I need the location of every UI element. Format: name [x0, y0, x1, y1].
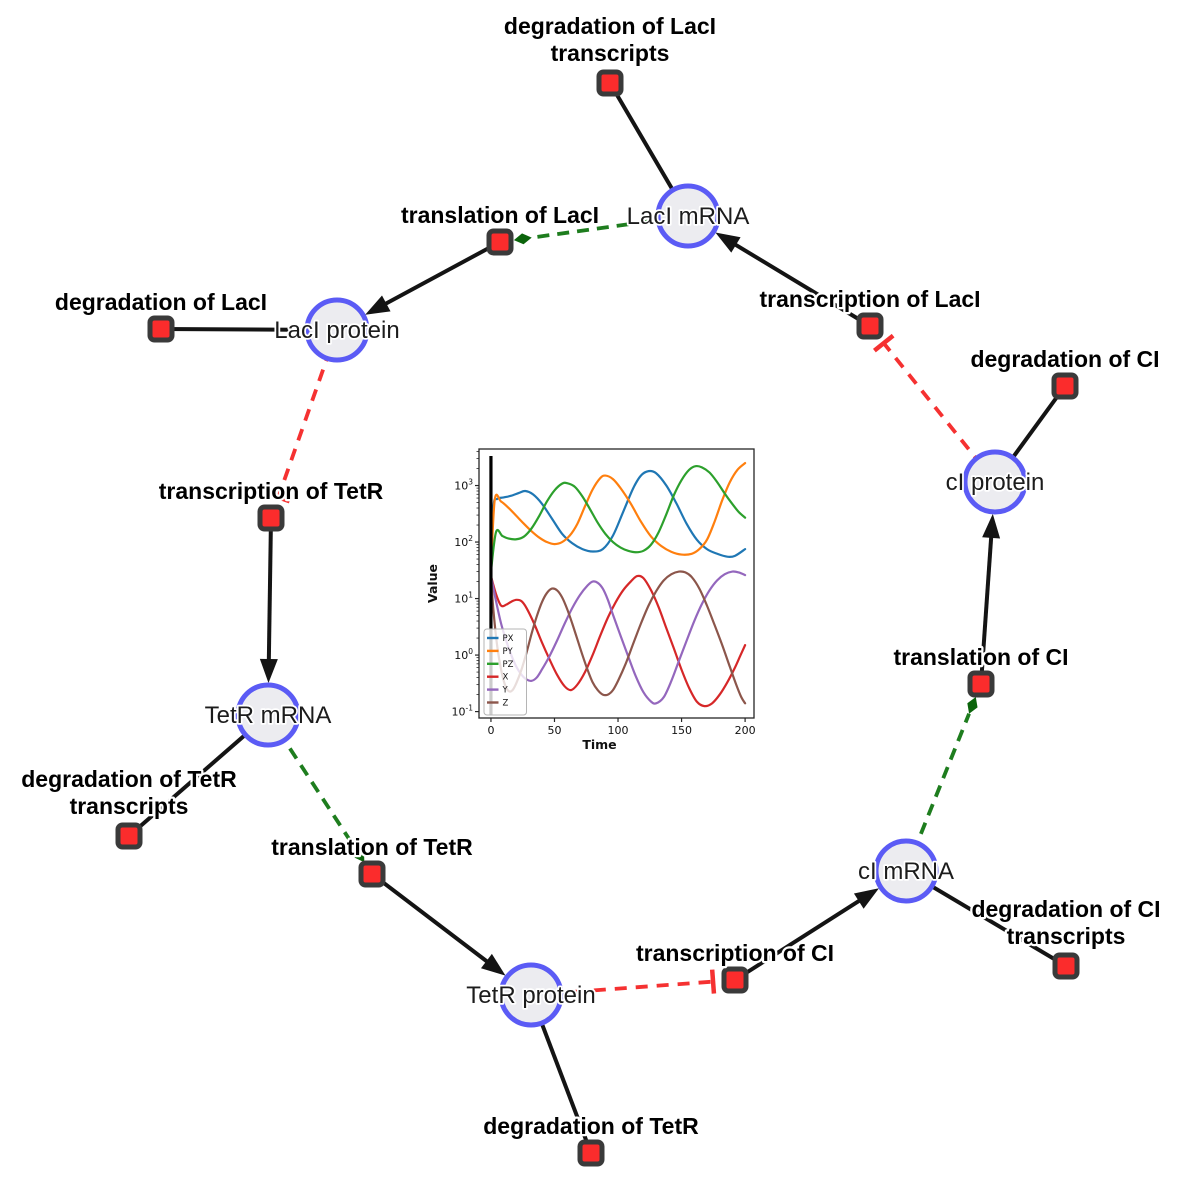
reaction-node-degradation-of-tetr[interactable]: [577, 1139, 605, 1167]
series-line-PX: [489, 469, 747, 573]
reaction-node-degradation-of-laci[interactable]: [147, 315, 175, 343]
axes-spines: [478, 448, 755, 719]
species-label-tetr-mrna: TetR mRNA: [205, 702, 332, 729]
edge-product-translation-of-laci-to-laci-protein: [365, 240, 501, 315]
reaction-node-transcription-of-tetr[interactable]: [257, 504, 285, 532]
product-edge-line: [376, 240, 501, 310]
reaction-label-degradation-of-tetr: degradation of TetR: [483, 1113, 699, 1139]
reaction-label-degradation-of-tetr-transcripts: degradation of TetR: [21, 766, 237, 792]
edge-product-transcription-of-tetr-to-tetr-mrna: [259, 517, 278, 684]
species-node-ci-mrna[interactable]: [873, 838, 939, 904]
species-node-laci-protein[interactable]: [304, 297, 370, 363]
inhibition-tbar-icon: [266, 491, 291, 504]
diamond-arrowhead-icon: [513, 233, 532, 245]
legend-label-PZ: PZ: [503, 660, 514, 670]
reaction-node-degradation-of-tetr-transcripts[interactable]: [115, 822, 143, 850]
reaction-node-translation-of-tetr[interactable]: [358, 860, 386, 888]
product-edge-line: [726, 238, 872, 328]
series-line-PZ: [489, 464, 747, 573]
reaction-label-translation-of-ci: translation of CI: [893, 644, 1068, 670]
species-label-tetr-protein: TetR protein: [466, 982, 595, 1009]
reaction-label-degradation-of-laci: degradation of LacI: [55, 289, 267, 315]
reaction-label-degradation-of-ci-transcripts: transcripts: [1007, 923, 1126, 949]
nodes-layer: [115, 69, 1080, 1167]
product-edge-line: [266, 517, 273, 670]
edge-product-translation-of-ci-to-ci-protein: [979, 513, 1001, 685]
inset-timeseries-chart: 0 50 100 150 200 10-1 100 101 102 103 Time Value PX P…: [425, 448, 756, 752]
reaction-node-transcription-of-laci[interactable]: [856, 312, 884, 340]
y-tick-label: 101: [454, 591, 473, 606]
y-tick-label: 102: [454, 534, 473, 549]
diamond-arrowhead-icon: [967, 696, 978, 714]
reaction-node-degradation-of-ci-transcripts[interactable]: [1052, 952, 1080, 980]
x-tick-label: 100: [608, 724, 629, 737]
edge-product-transcription-of-ci-to-ci-mrna: [733, 888, 880, 982]
y-axis-label: Value: [425, 564, 440, 603]
arrowhead-icon: [365, 295, 391, 315]
y-tick-label: 100: [454, 647, 473, 662]
species-node-tetr-mrna[interactable]: [235, 682, 301, 748]
reaction-node-translation-of-laci[interactable]: [486, 228, 514, 256]
inhibition-tbar-icon: [872, 333, 895, 353]
species-label-laci-protein: LacI protein: [274, 317, 399, 344]
arrowhead-icon: [480, 953, 506, 976]
legend-label-Y: Y: [502, 686, 509, 696]
reaction-label-degradation-of-ci-transcripts: degradation of CI: [971, 896, 1160, 922]
reaction-node-translation-of-ci[interactable]: [967, 670, 995, 698]
product-edge-line: [733, 894, 869, 982]
reaction-label-translation-of-tetr: translation of TetR: [271, 834, 473, 860]
reaction-label-transcription-of-ci: transcription of CI: [636, 940, 834, 966]
species-node-tetr-protein[interactable]: [498, 962, 564, 1028]
legend-label-Z: Z: [503, 699, 509, 709]
reaction-label-degradation-of-laci-transcripts: transcripts: [551, 40, 670, 66]
x-tick-label: 200: [735, 724, 756, 737]
legend-label-PX: PX: [503, 634, 514, 644]
species-node-ci-protein[interactable]: [962, 449, 1028, 515]
x-tick-label: 150: [671, 724, 692, 737]
arrowhead-icon: [715, 232, 741, 253]
reaction-label-translation-of-laci: translation of LacI: [401, 202, 599, 228]
labels-layer: LacI mRNA LacI protein TetR mRNA TetR prote…: [19, 11, 1163, 1142]
inhibition-tbar-icon: [709, 969, 717, 994]
reaction-node-transcription-of-ci[interactable]: [721, 966, 749, 994]
legend-label-PY: PY: [503, 647, 514, 657]
legend-label-X: X: [503, 673, 509, 683]
x-tick-label: 0: [487, 724, 494, 737]
reaction-node-degradation-of-laci-transcripts[interactable]: [596, 69, 624, 97]
species-label-ci-mrna: cI mRNA: [858, 858, 954, 885]
x-tick-label: 50: [547, 724, 561, 737]
y-tick-label: 10-1: [452, 704, 474, 719]
y-tick-label: 103: [454, 478, 473, 493]
species-label-ci-protein: cI protein: [946, 469, 1045, 496]
product-edge-line: [370, 872, 496, 969]
edge-product-translation-of-tetr-to-tetr-protein: [370, 872, 506, 976]
arrowhead-icon: [853, 888, 880, 909]
arrowhead-icon: [259, 658, 278, 684]
series-line-PY: [489, 461, 747, 573]
x-axis-label: Time: [582, 737, 616, 752]
reaction-label-degradation-of-ci: degradation of CI: [970, 346, 1159, 372]
species-label-laci-mrna: LacI mRNA: [627, 203, 750, 230]
edge-product-transcription-of-laci-to-laci-mrna: [715, 232, 872, 328]
species-node-laci-mrna[interactable]: [655, 183, 721, 249]
reaction-label-transcription-of-tetr: transcription of TetR: [159, 478, 384, 504]
reaction-node-degradation-of-ci[interactable]: [1051, 372, 1079, 400]
series-group: [489, 456, 747, 715]
arrowhead-icon: [982, 513, 1001, 539]
reaction-label-degradation-of-tetr-transcripts: transcripts: [70, 793, 189, 819]
reaction-label-transcription-of-laci: transcription of LacI: [759, 286, 980, 312]
product-edge-line: [979, 527, 994, 685]
reaction-label-degradation-of-laci-transcripts: degradation of LacI: [504, 13, 716, 39]
diamond-arrowhead-icon: [354, 847, 365, 863]
